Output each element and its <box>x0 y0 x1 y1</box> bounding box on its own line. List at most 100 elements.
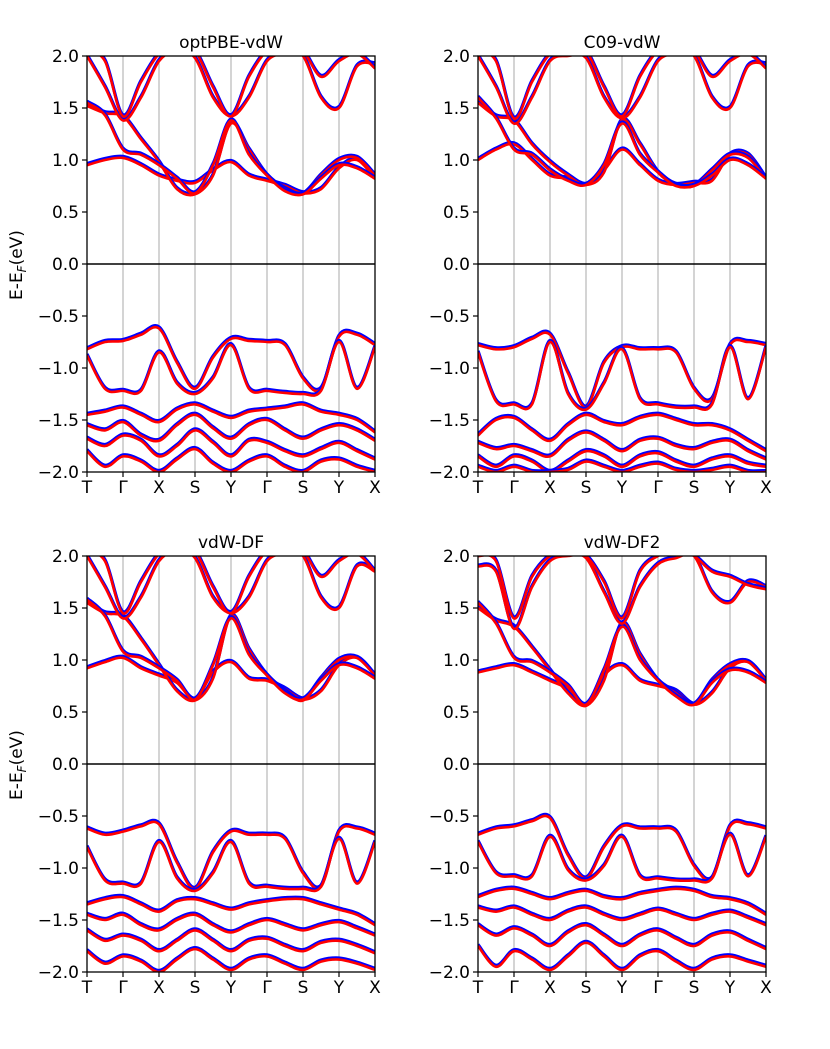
bands <box>478 556 766 972</box>
band-line-red <box>87 598 375 702</box>
xtick-label: Γ <box>509 478 519 498</box>
ytick-label: 1.5 <box>443 99 470 119</box>
xtick-label: Y <box>333 478 345 498</box>
ytick-label: 1.0 <box>443 651 470 671</box>
band-line-red <box>87 656 375 701</box>
ytick-label: −2.0 <box>429 963 470 983</box>
xtick-label: S <box>190 978 201 998</box>
bands <box>87 556 375 972</box>
ylabel-tail: (eV) <box>7 230 27 265</box>
xtick-label: T <box>472 978 484 998</box>
ytick-label: 0.0 <box>52 755 79 775</box>
band-line-red <box>87 403 375 434</box>
xtick-label: Y <box>616 478 628 498</box>
svg-text:E-EF(eV): E-EF(eV) <box>7 730 29 800</box>
band-line-red <box>478 833 766 884</box>
ytick-label: 1.0 <box>443 151 470 171</box>
ylabel-bottom: E-EF(eV) <box>7 730 29 800</box>
band-line-red <box>478 887 766 916</box>
ylabel-main: E-E <box>7 272 27 300</box>
ytick-label: −1.0 <box>38 859 79 879</box>
xtick-label: S <box>190 478 201 498</box>
ytick-label: −1.5 <box>38 911 79 931</box>
svg-text:E-EF(eV): E-EF(eV) <box>7 230 29 300</box>
xtick-label: S <box>298 478 309 498</box>
band-line-red <box>478 56 766 125</box>
ytick-label: 1.5 <box>52 599 79 619</box>
ytick-label: −1.5 <box>429 411 470 431</box>
band-line-blue <box>87 401 375 433</box>
xtick-label: X <box>760 478 772 498</box>
ytick-label: −0.5 <box>38 807 79 827</box>
ytick-label: 1.0 <box>52 651 79 671</box>
panel-title: C09-vdW <box>584 33 661 53</box>
band-line-red <box>478 431 766 461</box>
ytick-label: −1.0 <box>429 359 470 379</box>
band-line-red <box>87 447 375 472</box>
panel-vdw-df: vdW-DF 2.0 1.5 1.0 0.5 0.0 −0.5 −1.0 −1.5 −2.0T Γ X… <box>38 533 381 998</box>
band-line-red <box>478 906 766 927</box>
ylabel-tail: (eV) <box>7 730 27 765</box>
band-line-red <box>87 929 375 955</box>
band-line-red <box>87 101 375 197</box>
xtick-label: S <box>298 978 309 998</box>
panel-title: vdW-DF <box>198 533 264 553</box>
xtick-label: X <box>760 978 772 998</box>
band-line-red <box>490 56 766 120</box>
panels: optPBE-vdW 2.0 1.5 1.0 0.5 0.0 −0.5 −1.0 −1.5 −2.… <box>38 33 772 998</box>
xtick-label: X <box>544 978 556 998</box>
xtick-label: Y <box>333 978 345 998</box>
panel-title: vdW-DF2 <box>584 533 661 553</box>
ytick-label: −1.5 <box>38 411 79 431</box>
ytick-label: 0.5 <box>52 203 79 223</box>
band-line-blue <box>478 885 766 915</box>
ytick-label: −1.5 <box>429 911 470 931</box>
band-line-blue <box>87 927 375 954</box>
xtick-label: T <box>81 978 93 998</box>
xtick-label: T <box>472 478 484 498</box>
xtick-label: Γ <box>509 978 519 998</box>
band-line-blue <box>478 458 766 472</box>
ytick-label: −2.0 <box>38 463 79 483</box>
band-line-blue <box>478 447 766 472</box>
panel-title: optPBE-vdW <box>179 33 283 53</box>
ytick-label: 2.0 <box>443 547 470 567</box>
xtick-label: S <box>689 978 700 998</box>
ytick-label: 0.0 <box>52 255 79 275</box>
band-line-red <box>87 895 375 927</box>
panel-optpbe-vdw: optPBE-vdW 2.0 1.5 1.0 0.5 0.0 −0.5 −1.0 −1.5 −2.… <box>38 33 381 498</box>
xtick-label: Γ <box>653 978 663 998</box>
band-line-red <box>478 413 766 453</box>
xtick-label: X <box>153 978 165 998</box>
xtick-label: Y <box>724 978 736 998</box>
band-line-blue <box>87 445 375 472</box>
xtick-label: T <box>81 478 93 498</box>
ytick-label: −1.0 <box>429 859 470 879</box>
band-line-blue <box>87 427 375 460</box>
xtick-label: X <box>153 478 165 498</box>
band-line-red <box>478 660 766 708</box>
band-line-red <box>87 340 375 397</box>
ytick-label: −2.0 <box>429 463 470 483</box>
band-line-red <box>87 913 375 937</box>
ytick-label: 0.5 <box>443 203 470 223</box>
band-line-blue <box>478 922 766 950</box>
ytick-label: −1.0 <box>38 359 79 379</box>
bands <box>87 56 375 472</box>
ytick-label: −0.5 <box>38 307 79 327</box>
xtick-label: Γ <box>118 478 128 498</box>
band-line-red <box>478 460 766 472</box>
ytick-label: 1.5 <box>443 599 470 619</box>
band-line-red <box>478 340 766 412</box>
band-line-red <box>87 429 375 461</box>
band-line-blue <box>478 904 766 926</box>
ytick-label: 0.0 <box>443 755 470 775</box>
ytick-label: 1.5 <box>52 99 79 119</box>
band-line-red <box>478 142 766 187</box>
ytick-label: 0.5 <box>443 703 470 723</box>
ytick-label: 0.0 <box>443 255 470 275</box>
band-line-blue <box>87 893 375 926</box>
ylabel-main: E-E <box>7 772 27 800</box>
band-line-red <box>478 601 766 707</box>
